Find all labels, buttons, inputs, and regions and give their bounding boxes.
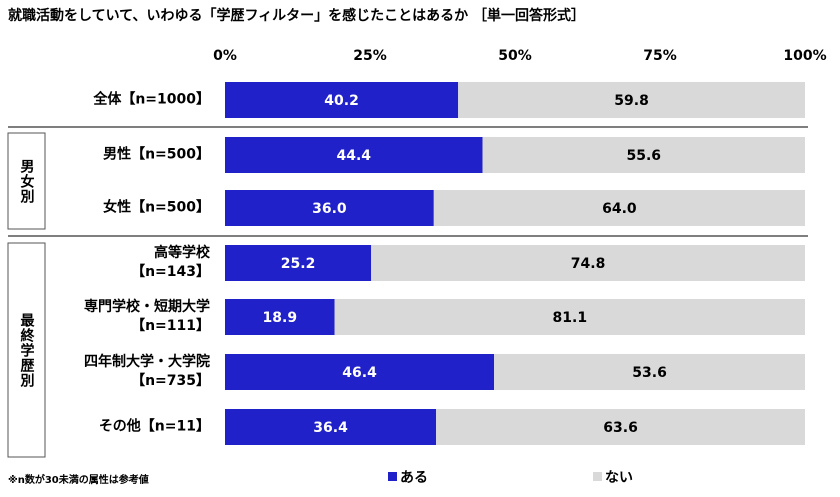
group-label-text: 男女別 <box>18 158 35 204</box>
category-label: 全体【n=1000】 <box>93 91 210 108</box>
bar <box>482 137 805 173</box>
legend-label: ある <box>400 470 428 486</box>
x-tick-label: 0% <box>213 48 237 64</box>
x-tick-label: 100% <box>783 48 826 64</box>
bar <box>334 299 805 335</box>
bar <box>436 409 805 445</box>
group-label: 男女別 <box>8 133 45 229</box>
footnote: ※n数が30未満の属性は参考値 <box>8 473 149 486</box>
bar <box>225 354 495 390</box>
value-label: 40.2 <box>324 93 359 109</box>
bar <box>494 354 805 390</box>
value-label: 53.6 <box>632 365 667 381</box>
x-tick-label: 50% <box>498 48 532 64</box>
value-label: 81.1 <box>553 310 588 326</box>
legend-label: ない <box>605 470 633 486</box>
legend-swatch <box>593 472 602 481</box>
legend-swatch <box>388 472 397 481</box>
bar <box>371 245 805 281</box>
value-label: 44.4 <box>336 148 371 164</box>
value-label: 25.2 <box>281 256 316 272</box>
bar <box>225 245 372 281</box>
value-label: 59.8 <box>614 93 649 109</box>
category-label: 女性【n=500】 <box>103 199 210 216</box>
value-label: 46.4 <box>342 365 377 381</box>
x-tick-label: 25% <box>353 48 387 64</box>
value-label: 18.9 <box>263 310 298 326</box>
category-label: 四年制大学・大学院 【n=735】 <box>84 354 210 389</box>
value-label: 36.0 <box>312 201 347 217</box>
bar <box>433 190 805 226</box>
bar <box>225 299 335 335</box>
chart-title: 就職活動をしていて、いわゆる「学歴フィルター」を感じたことはあるか ［単一回答形… <box>8 7 585 24</box>
group-box <box>7 132 46 230</box>
category-label: 男性【n=500】 <box>103 146 210 163</box>
bar <box>225 409 437 445</box>
value-label: 36.4 <box>313 420 348 436</box>
group-box <box>7 242 46 458</box>
value-label: 55.6 <box>626 148 661 164</box>
value-label: 63.6 <box>603 420 638 436</box>
group-label: 最終学歴別 <box>8 243 45 457</box>
bar <box>225 190 434 226</box>
bar <box>225 82 459 118</box>
x-tick-label: 75% <box>643 48 677 64</box>
bar <box>225 137 483 173</box>
group-label-text: 最終学歴別 <box>18 312 35 388</box>
value-label: 74.8 <box>571 256 606 272</box>
bar <box>458 82 805 118</box>
value-label: 64.0 <box>602 201 637 217</box>
category-label: 専門学校・短期大学 【n=111】 <box>84 299 210 334</box>
category-label: 高等学校 【n=143】 <box>131 245 210 280</box>
category-label: その他【n=11】 <box>98 418 210 435</box>
